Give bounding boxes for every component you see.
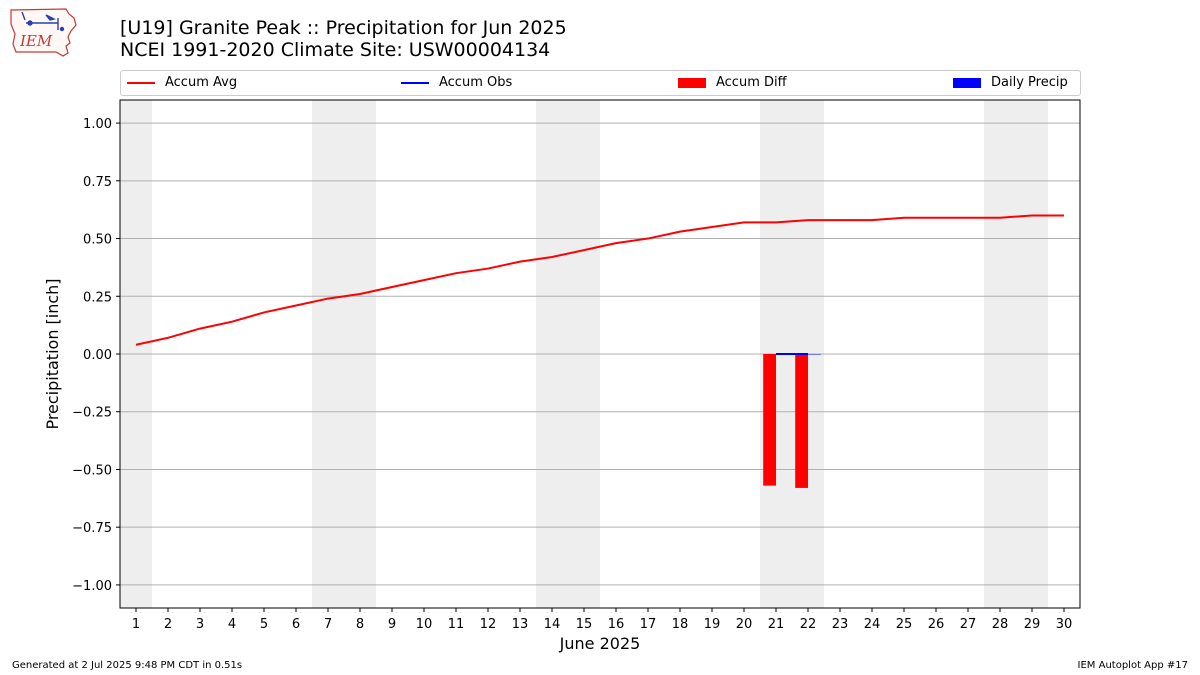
x-tick-label: 23 [832,617,849,632]
x-tick-label: 22 [800,617,817,632]
weekend-shading [120,100,1048,608]
x-tick-label: 16 [608,617,625,632]
y-tick-label: −0.50 [72,463,112,478]
x-tick-label: 17 [640,617,657,632]
x-tick-label: 13 [512,617,529,632]
chart-subtitle: NCEI 1991-2020 Climate Site: USW00004134 [120,39,551,61]
x-tick-label: 28 [992,617,1009,632]
daily-precip-bar [808,354,821,355]
iem-logo: IEM [10,8,77,57]
y-tick-label: 0.25 [83,290,112,305]
plot-frame [119,99,1081,609]
x-tick-label: 9 [388,617,396,632]
weekend-shade [536,100,568,608]
x-tick-label: 10 [416,617,433,632]
daily-precip-bar [776,354,789,355]
x-tick-label: 8 [356,617,364,632]
legend-item-accum-diff: Accum Diff [678,74,787,92]
y-tick-label: 1.00 [83,117,112,132]
weekend-shade [792,100,824,608]
weekend-shade [120,100,152,608]
y-tick-label: 0.50 [83,233,112,248]
weekend-shade [568,100,600,608]
x-tick-label: 27 [960,617,977,632]
x-tick-label: 14 [544,617,561,632]
accum-diff-bar [763,354,776,486]
legend-item-accum-avg: Accum Avg [127,74,237,92]
y-tick-label: −1.00 [72,579,112,594]
legend-swatch-daily-precip [953,77,981,88]
accum-diff-bar [795,354,808,488]
x-tick-label: 15 [576,617,593,632]
chart-title: [U19] Granite Peak :: Precipitation for … [120,17,567,39]
x-tick-label: 3 [196,617,204,632]
legend-swatch-accum-avg [127,81,155,84]
x-tick-label: 25 [896,617,913,632]
legend-label: Daily Precip [991,75,1068,90]
x-tick-label: 18 [672,617,689,632]
weekend-shade [312,100,344,608]
x-tick-label: 20 [736,617,753,632]
legend-label: Accum Obs [439,75,513,90]
x-tick-label: 30 [1056,617,1073,632]
x-tick-label: 11 [448,617,465,632]
state-outline-icon [10,8,77,57]
weather-station-icon [21,11,65,32]
x-tick-label: 1 [132,617,140,632]
legend-item-accum-obs: Accum Obs [401,74,512,92]
x-tick-label: 19 [704,617,721,632]
x-axis: 1 2 3 4 5 6 7 8 9 10 11 12 13 14 15 16 17 18 19 20 21 22 23 24 2… [132,608,1072,632]
weekend-shade [760,100,792,608]
y-tick-label: 0.75 [83,175,112,190]
x-tick-label: 5 [260,617,268,632]
accum-avg-line [135,214,1064,346]
legend-label: Accum Diff [716,75,787,90]
weekend-shade [344,100,376,608]
y-axis: 1.00 0.75 0.50 0.25 0.00 −0.25 −0.50 −0.75 −1.00 [72,117,120,594]
x-tick-label: 21 [768,617,785,632]
y-tick-label: −0.25 [72,406,112,421]
legend-item-daily-precip: Daily Precip [953,74,1068,92]
weekend-shade [1016,100,1048,608]
x-tick-label: 2 [164,617,172,632]
logo-text: IEM [19,32,53,50]
footer-app: IEM Autoplot App #17 [1077,660,1188,671]
x-tick-label: 29 [1024,617,1041,632]
y-tick-label: 0.00 [83,348,112,363]
weekend-shade [984,100,1016,608]
footer-generated: Generated at 2 Jul 2025 9:48 PM CDT in 0… [12,660,243,671]
x-tick-label: 26 [928,617,945,632]
x-tick-label: 7 [324,617,332,632]
y-tick-label: −0.75 [72,521,112,536]
x-axis-label: June 2025 [559,634,641,653]
legend: Accum Avg Accum Obs Accum Diff Daily Pre… [120,70,1081,96]
x-tick-label: 4 [228,617,236,632]
lines [135,214,1064,355]
grid-lines [120,122,1080,586]
legend-swatch-accum-diff [678,77,706,88]
x-tick-label: 24 [864,617,881,632]
legend-label: Accum Avg [165,75,238,90]
legend-swatch-accum-obs [401,81,429,84]
bars [763,354,821,488]
y-axis-label: Precipitation [inch] [43,278,62,429]
x-tick-label: 6 [292,617,300,632]
x-tick-label: 12 [480,617,497,632]
